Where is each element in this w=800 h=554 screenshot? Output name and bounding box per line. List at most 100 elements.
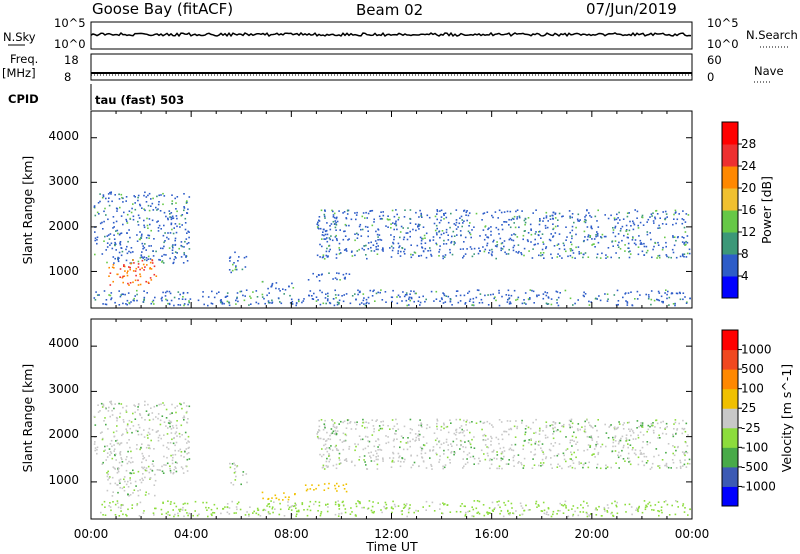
echo-pixel xyxy=(278,513,281,516)
echo-pixel xyxy=(134,202,136,204)
echo-pixel xyxy=(661,511,663,514)
echo-pixel xyxy=(400,435,403,437)
colorbar-tick-label: 25 xyxy=(741,401,756,415)
echo-pixel xyxy=(658,292,661,294)
echo-pixel xyxy=(495,299,497,302)
echo-pixel xyxy=(328,460,330,463)
echo-pixel xyxy=(101,196,104,199)
echo-pixel xyxy=(170,428,173,430)
echo-pixel xyxy=(102,228,104,230)
echo-pixel xyxy=(128,419,131,422)
echo-pixel xyxy=(664,210,667,213)
colorbar-tick-label: 20 xyxy=(741,181,756,195)
echo-pixel xyxy=(354,233,356,235)
echo-pixel xyxy=(363,297,365,299)
echo-pixel xyxy=(615,252,617,254)
echo-pixel xyxy=(149,267,151,269)
echo-pixel xyxy=(568,210,571,212)
echo-pixel xyxy=(306,488,309,491)
echo-pixel xyxy=(645,245,648,248)
echo-pixel xyxy=(643,452,645,455)
echo-pixel xyxy=(120,215,123,217)
echo-pixel xyxy=(137,433,140,436)
echo-pixel xyxy=(94,214,97,217)
echo-pixel xyxy=(345,217,348,220)
echo-pixel xyxy=(325,230,327,233)
echo-pixel xyxy=(101,463,104,465)
echo-pixel xyxy=(130,251,132,254)
echo-pixel xyxy=(646,505,648,508)
echo-pixel xyxy=(119,243,122,246)
echo-pixel xyxy=(311,295,313,297)
echo-pixel xyxy=(674,513,677,516)
echo-pixel xyxy=(576,218,579,221)
echo-pixel xyxy=(557,296,560,299)
echo-pixel xyxy=(537,444,540,446)
echo-pixel xyxy=(174,197,176,200)
echo-pixel xyxy=(493,457,496,460)
echo-pixel xyxy=(127,292,130,294)
echo-pixel xyxy=(484,225,487,227)
echo-pixel xyxy=(179,510,181,513)
echo-pixel xyxy=(173,258,175,261)
echo-pixel xyxy=(404,458,406,461)
echo-pixel xyxy=(413,511,415,514)
echo-pixel xyxy=(668,514,671,516)
echo-pixel xyxy=(149,468,152,471)
echo-pixel xyxy=(514,436,517,438)
echo-pixel xyxy=(628,503,631,506)
echo-pixel xyxy=(322,466,325,468)
echo-pixel xyxy=(653,509,655,511)
echo-pixel xyxy=(491,458,493,461)
echo-pixel xyxy=(147,431,150,434)
echo-pixel xyxy=(482,246,484,248)
velocity-plot-frame xyxy=(90,318,693,520)
echo-pixel xyxy=(499,237,502,240)
echo-pixel xyxy=(619,230,622,232)
echo-pixel xyxy=(134,208,137,211)
echo-pixel xyxy=(170,222,173,225)
echo-pixel xyxy=(540,252,542,254)
echo-pixel xyxy=(425,256,428,259)
echo-pixel xyxy=(666,255,668,258)
echo-pixel xyxy=(167,427,169,429)
echo-pixel xyxy=(676,428,679,430)
echo-pixel xyxy=(642,441,644,443)
echo-pixel xyxy=(569,217,571,219)
echo-pixel xyxy=(597,241,600,244)
echo-pixel xyxy=(321,238,323,240)
echo-pixel xyxy=(379,218,382,220)
echo-pixel xyxy=(479,235,481,237)
echo-pixel xyxy=(319,437,322,440)
echo-pixel xyxy=(686,445,689,447)
echo-pixel xyxy=(456,444,458,446)
echo-pixel xyxy=(403,250,405,253)
echo-pixel xyxy=(666,425,668,428)
echo-pixel xyxy=(170,471,172,474)
echo-pixel xyxy=(674,419,677,421)
echo-pixel xyxy=(589,235,592,237)
echo-pixel xyxy=(360,235,363,237)
echo-pixel xyxy=(132,259,134,261)
echo-pixel xyxy=(231,463,234,465)
echo-pixel xyxy=(524,221,527,224)
echo-pixel xyxy=(632,228,635,231)
echo-pixel xyxy=(156,469,159,471)
echo-pixel xyxy=(141,251,143,253)
echo-pixel xyxy=(269,512,271,515)
echo-pixel xyxy=(362,212,365,214)
echo-pixel xyxy=(331,419,333,421)
echo-pixel xyxy=(124,480,126,483)
echo-pixel xyxy=(121,196,123,199)
echo-pixel xyxy=(500,452,503,455)
echo-pixel xyxy=(253,510,255,513)
echo-pixel xyxy=(538,254,540,257)
echo-pixel xyxy=(625,511,627,513)
echo-pixel xyxy=(459,248,462,250)
echo-pixel xyxy=(317,274,320,276)
echo-pixel xyxy=(360,438,362,441)
echo-pixel xyxy=(322,231,324,233)
echo-pixel xyxy=(151,202,154,205)
echo-pixel xyxy=(507,298,509,301)
echo-pixel xyxy=(442,257,444,260)
